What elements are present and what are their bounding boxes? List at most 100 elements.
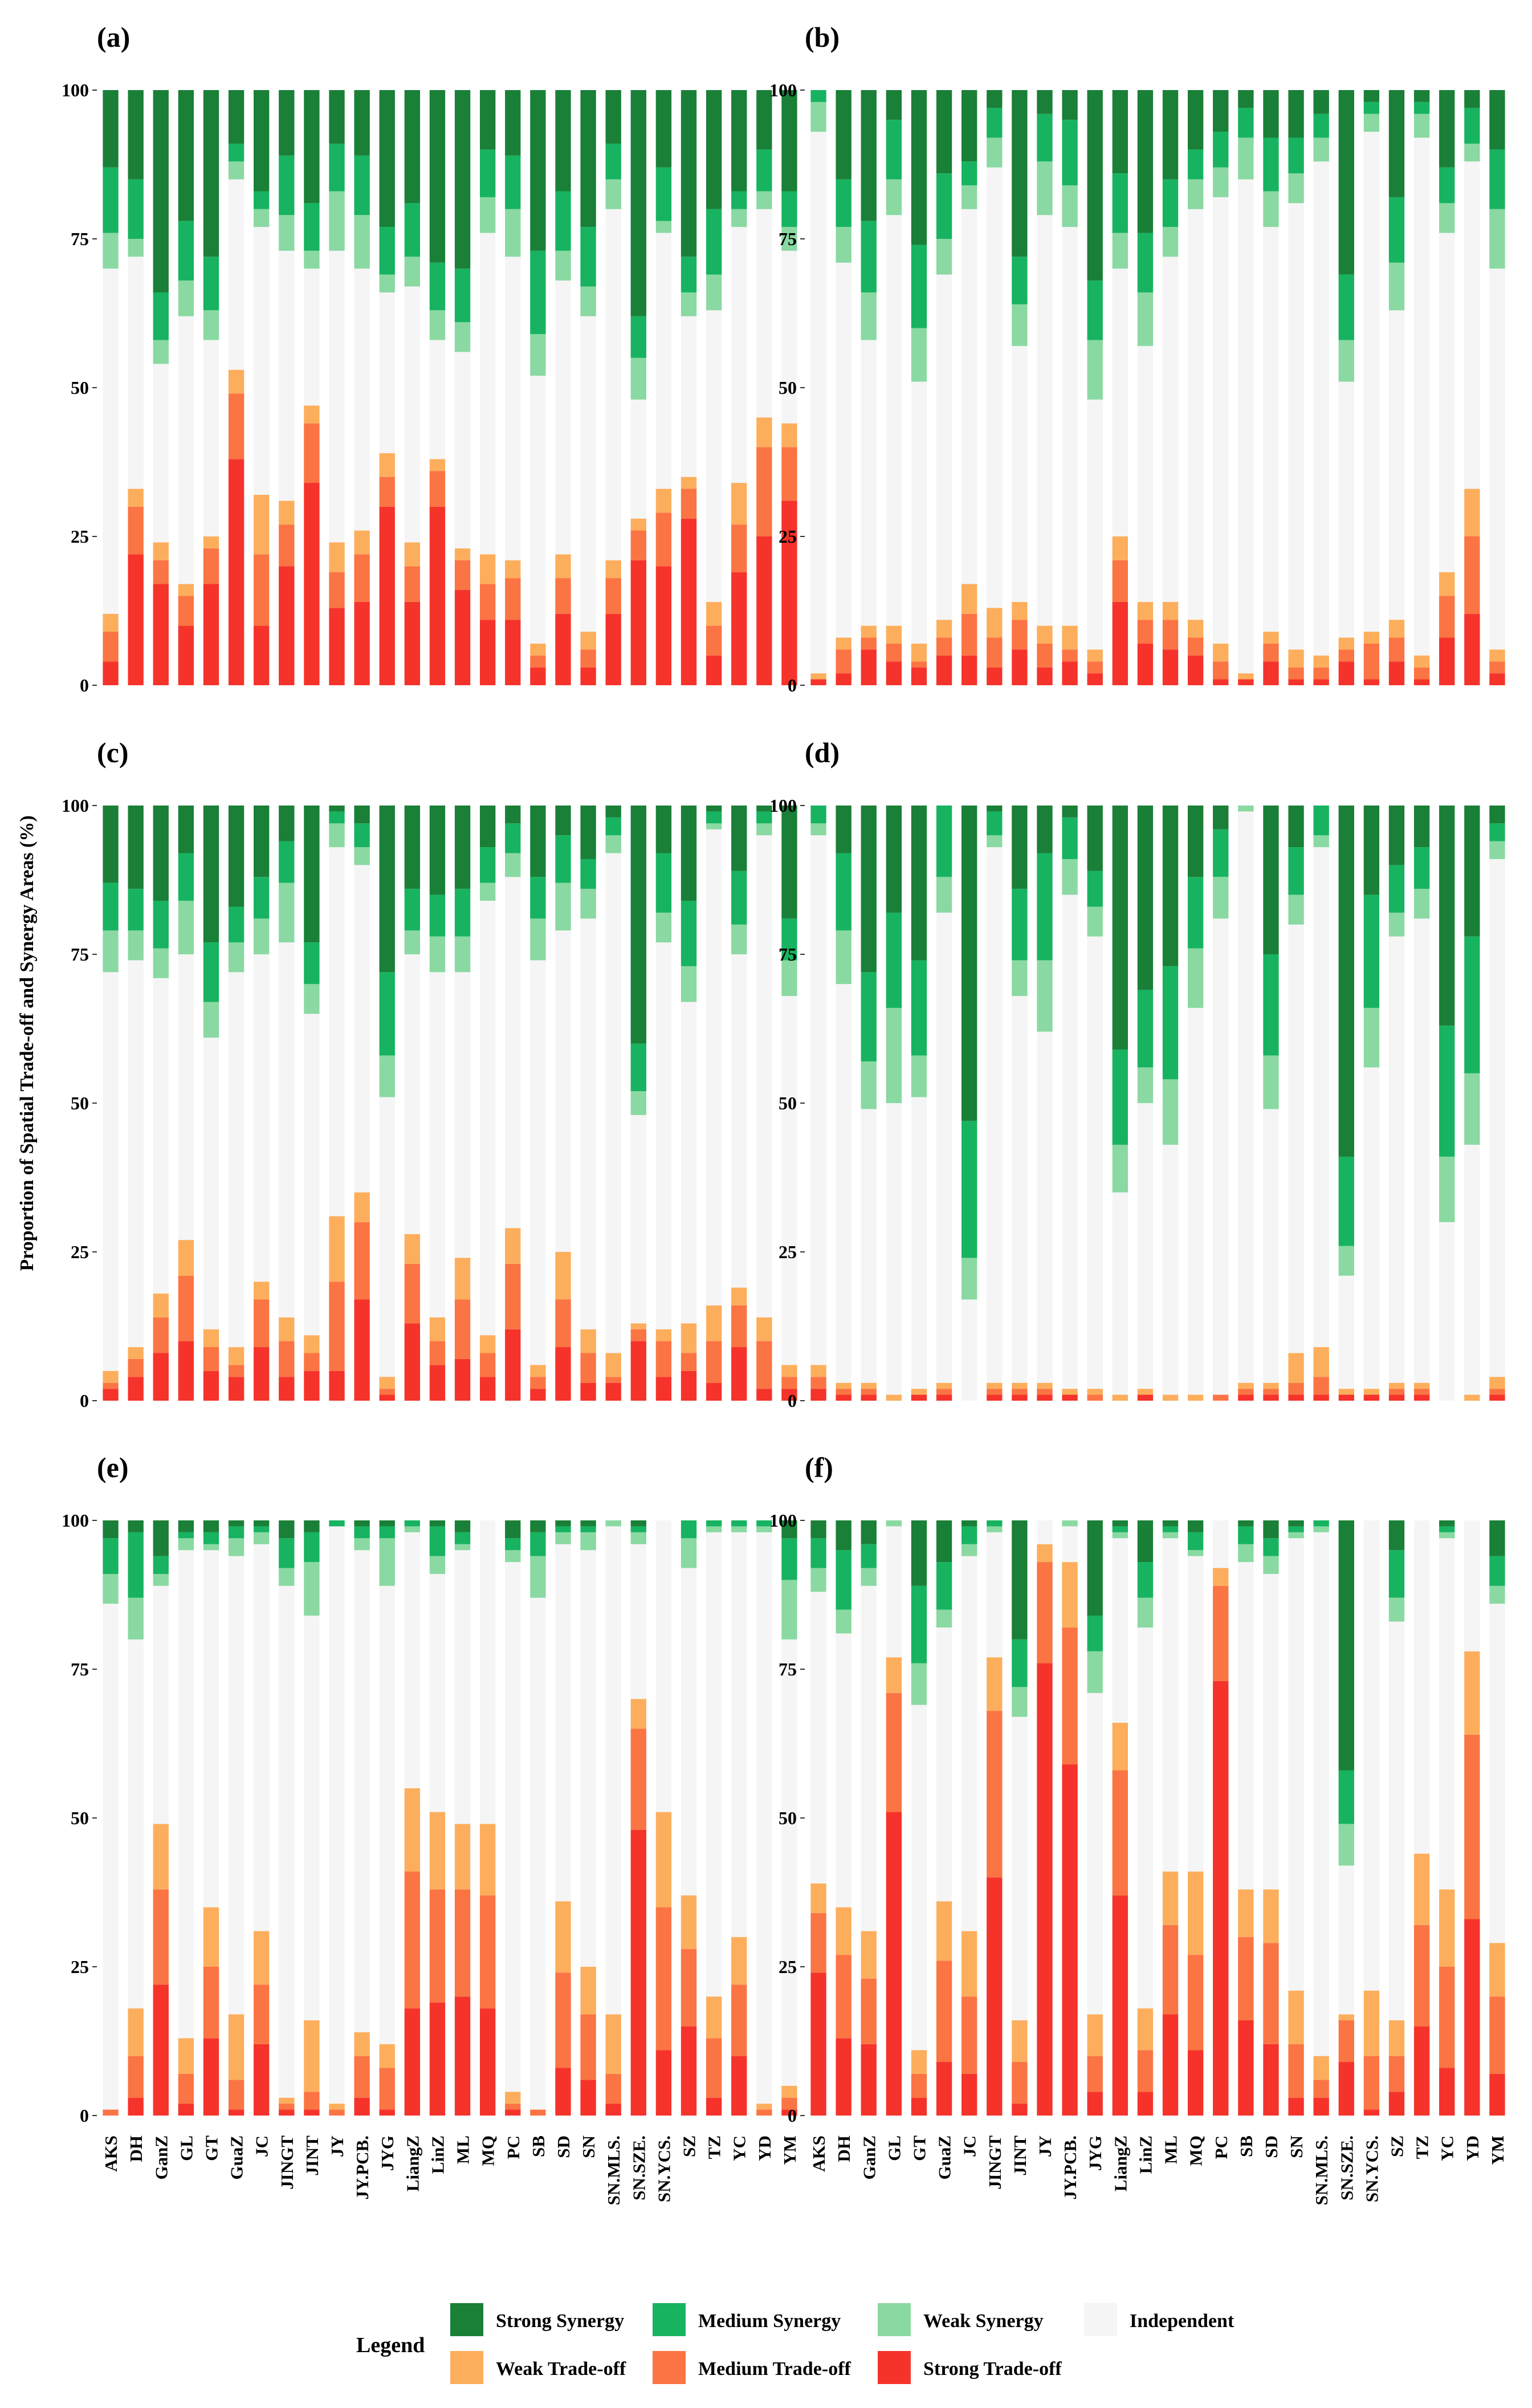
bar-segment-strong-synergy	[756, 806, 772, 812]
bar-segment-indep	[379, 1097, 395, 1377]
bar-segment-medium-tradeoff	[153, 1317, 169, 1353]
bar-segment-strong-tradeoff	[1263, 2044, 1279, 2116]
legend-item-medium-synergy: Medium Synergy	[653, 2303, 841, 2336]
panels-layer: (a)0255075100(b)0255075100(c)0255075100(…	[62, 21, 1505, 2126]
bar-SN.MLS.	[1313, 1520, 1329, 2116]
bar-segment-weak-tradeoff	[1187, 1871, 1204, 1955]
bar-segment-weak-tradeoff	[429, 459, 446, 471]
x-tick-label: JINGT	[985, 2136, 1005, 2190]
bar-segment-medium-tradeoff	[886, 1693, 902, 1812]
bar-ML	[454, 806, 471, 1401]
bar-segment-weak-tradeoff	[1037, 625, 1053, 644]
bar-segment-medium-tradeoff	[505, 578, 521, 620]
bar-segment-strong-synergy	[404, 90, 421, 204]
bar-segment-weak-synergy	[756, 191, 772, 209]
bar-segment-indep	[731, 227, 747, 483]
bar-JINGT	[987, 1520, 1003, 2116]
bar-segment-weak-tradeoff	[836, 1907, 851, 1955]
bar-segment-weak-tradeoff	[555, 1252, 571, 1300]
bar-segment-strong-synergy	[429, 806, 446, 895]
bar-segment-strong-synergy	[1439, 806, 1455, 1026]
bar-segment-weak-tradeoff	[304, 1335, 320, 1353]
bar-segment-indep	[756, 1532, 772, 2104]
y-tick-label: 75	[779, 229, 797, 249]
bar-LiangZ	[1112, 806, 1128, 1401]
bar-segment-weak-synergy	[1213, 167, 1229, 197]
x-tick-label: GL	[176, 2136, 196, 2161]
bar-segment-weak-tradeoff	[479, 1824, 496, 1896]
bar-segment-weak-synergy	[836, 227, 851, 263]
bar-segment-strong-tradeoff	[178, 1341, 194, 1401]
bar-JY.PCB.	[354, 1520, 370, 2116]
bar-segment-weak-tradeoff	[706, 601, 722, 626]
bar-segment-weak-tradeoff	[178, 1240, 194, 1276]
bar-segment-weak-tradeoff	[1012, 2020, 1028, 2063]
bar-segment-strong-synergy	[1213, 806, 1229, 829]
bar-segment-indep	[128, 1639, 144, 2009]
bar-segment-weak-synergy	[911, 1055, 927, 1097]
y-tick-label: 100	[62, 1510, 89, 1531]
bar-segment-strong-synergy	[1388, 90, 1405, 197]
bar-segment-strong-synergy	[1489, 806, 1505, 824]
bar-segment-medium-tradeoff	[1288, 1382, 1304, 1395]
bar-JC	[254, 1520, 270, 2116]
bar-segment-medium-synergy	[1288, 847, 1304, 895]
bar-segment-weak-synergy	[580, 1532, 596, 1551]
bar-segment-strong-synergy	[655, 90, 672, 168]
bar-segment-strong-synergy	[555, 90, 571, 192]
panel-label: (a)	[97, 21, 130, 53]
bar-segment-weak-tradeoff	[354, 2032, 370, 2056]
bar-segment-strong-tradeoff	[555, 613, 571, 685]
bar-SN	[580, 806, 596, 1401]
bar-segment-medium-tradeoff	[1288, 667, 1304, 680]
bar-segment-strong-tradeoff	[1313, 2097, 1329, 2116]
bar-segment-medium-tradeoff	[354, 1222, 370, 1300]
bar-segment-indep	[429, 972, 446, 1317]
bar-segment-strong-synergy	[911, 1520, 927, 1586]
bar-segment-strong-tradeoff	[1112, 1895, 1128, 2116]
x-tick-label: SN.MLS.	[604, 2136, 624, 2205]
bar-GT	[203, 1520, 219, 2116]
bar-segment-strong-synergy	[1439, 90, 1455, 168]
bar-segment-strong-tradeoff	[279, 2109, 295, 2116]
bar-segment-medium-synergy	[1363, 101, 1380, 114]
bar-segment-strong-synergy	[479, 90, 496, 150]
legend-item-weak-trade-off: Weak Trade-off	[450, 2351, 626, 2384]
bar-segment-weak-synergy	[987, 1526, 1003, 1532]
bar-segment-weak-synergy	[861, 292, 877, 340]
bar-segment-strong-synergy	[781, 1520, 797, 1539]
bar-segment-weak-synergy	[1288, 894, 1304, 925]
bar-segment-weak-synergy	[1413, 889, 1430, 919]
bar-segment-weak-synergy	[961, 185, 977, 209]
bar-segment-weak-tradeoff	[228, 1347, 245, 1365]
bar-SN.YCS.	[655, 806, 672, 1401]
bar-segment-strong-tradeoff	[1037, 1663, 1053, 2116]
bar-segment-indep	[128, 257, 144, 489]
bar-JINT	[304, 90, 320, 685]
bar-segment-medium-synergy	[128, 179, 144, 239]
bar-segment-indep	[756, 835, 772, 1317]
bar-DH	[836, 806, 851, 1401]
bar-segment-weak-tradeoff	[1062, 1562, 1078, 1628]
bar-segment-indep	[1238, 1562, 1254, 1890]
bar-segment-weak-tradeoff	[1112, 536, 1128, 560]
bar-segment-weak-synergy	[756, 1526, 772, 1532]
bar-segment-weak-synergy	[1338, 1246, 1354, 1276]
bar-segment-strong-synergy	[1012, 806, 1028, 889]
bar-segment-medium-tradeoff	[1062, 649, 1078, 662]
bar-segment-indep	[810, 132, 826, 674]
bar-segment-strong-synergy	[1037, 806, 1053, 853]
bar-segment-strong-tradeoff	[555, 2068, 571, 2116]
bar-segment-medium-synergy	[1338, 1156, 1354, 1246]
bar-SN	[1288, 1520, 1304, 2116]
bar-segment-indep	[279, 1585, 295, 2098]
x-tick-label: YD	[755, 2136, 775, 2161]
bar-segment-indep	[861, 340, 877, 626]
bar-YD	[756, 90, 772, 685]
y-tick-label: 50	[779, 1093, 797, 1113]
bar-segment-indep	[1489, 269, 1505, 650]
bar-segment-weak-synergy	[1112, 1145, 1128, 1193]
bar-segment-medium-synergy	[861, 221, 877, 292]
bar-segment-strong-synergy	[228, 806, 245, 907]
bar-segment-weak-tradeoff	[781, 423, 797, 448]
